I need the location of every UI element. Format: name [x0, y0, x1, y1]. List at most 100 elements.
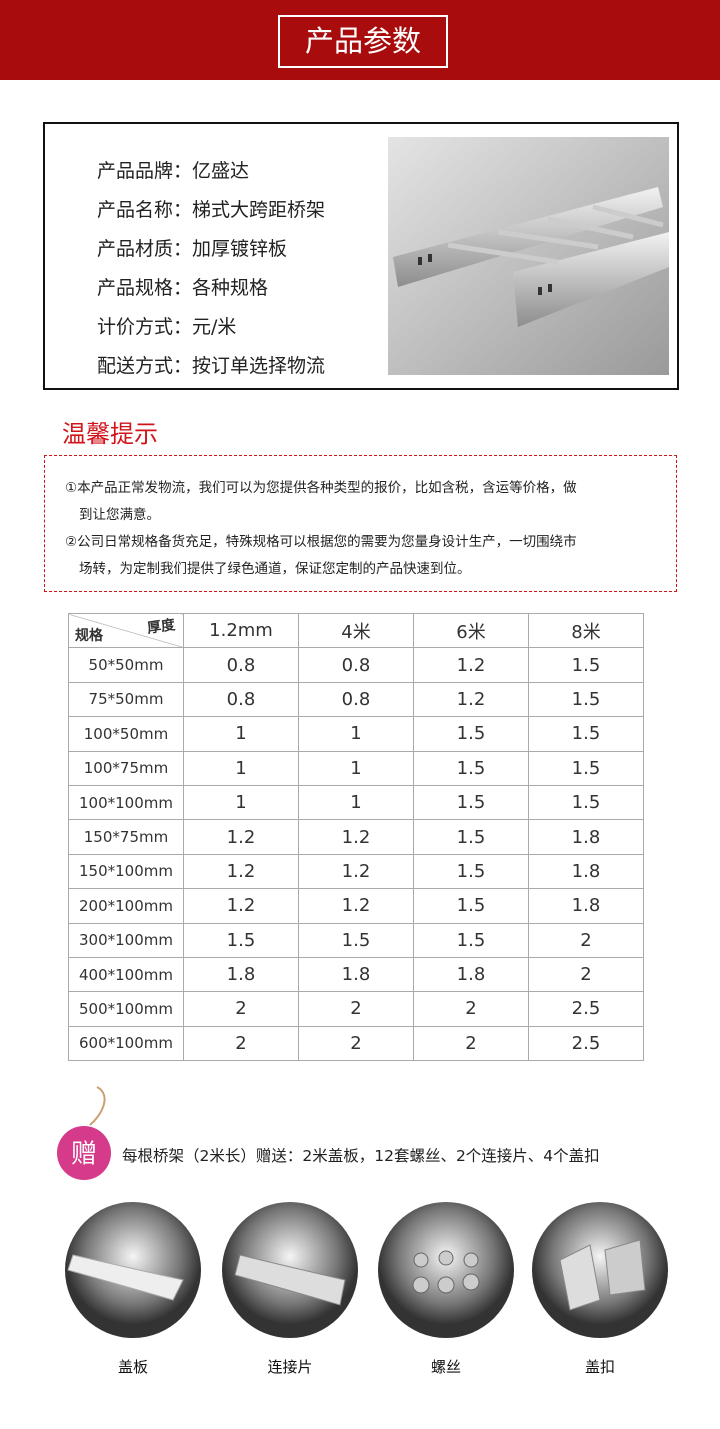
spec-cell: 100*50mm [68, 716, 184, 752]
header-row: 厚度 规格 1.2mm 4米 6米 8米 [68, 612, 644, 649]
cell: 0.8 [183, 681, 299, 718]
cell: 1.2 [298, 819, 414, 855]
info-row: 配送方式：按订单选择物流 [97, 351, 325, 378]
item-label: 盖板 [117, 1358, 148, 1376]
spec-cell: 150*75mm [68, 819, 184, 855]
badge-text: 赠 [71, 1140, 97, 1170]
item-label: 盖扣 [584, 1358, 615, 1376]
cell: 1.2 [298, 853, 414, 890]
cell: 1.2 [298, 888, 414, 924]
cell: 1.2 [183, 819, 299, 855]
info-label: 产品规格： [97, 277, 193, 299]
spec-cell: 100*100mm [68, 784, 184, 821]
tips-box: ①本产品正常发物流，我们可以为您提供各种类型的报价，比如含税，含运等价格，做 到让… [44, 455, 677, 592]
info-label: 产品品牌： [97, 160, 193, 182]
table-row: 50*50mm 0.8 0.8 1.2 1.5 [68, 647, 644, 683]
cell: 1.5 [413, 819, 529, 855]
spec-cell: 400*100mm [68, 956, 184, 993]
cell: 2.5 [528, 1025, 644, 1062]
item-label: 螺丝 [430, 1358, 461, 1376]
info-box: 产品品牌：亿盛达 产品名称：梯式大跨距桥架 产品材质：加厚镀锌板 产品规格：各种规格计… [43, 122, 679, 390]
spec-cell: 50*50mm [68, 647, 184, 683]
cell: 2 [413, 1025, 529, 1062]
cell: 1 [183, 750, 299, 786]
cell: 1.5 [528, 681, 644, 718]
product-image [388, 137, 669, 375]
cell: 2 [528, 922, 644, 958]
cell: 1.5 [528, 750, 644, 786]
spec-cell: 600*100mm [68, 1025, 184, 1062]
info-value: 加厚镀锌板 [192, 238, 288, 260]
cell: 1 [298, 750, 414, 786]
cell: 0.8 [298, 647, 414, 683]
cell: 1.5 [413, 750, 529, 786]
cell: 1 [298, 784, 414, 821]
cell: 1.5 [528, 716, 644, 752]
cell: 1.8 [183, 956, 299, 993]
info-value: 各种规格 [192, 277, 269, 299]
item-photo [65, 1202, 201, 1338]
info-row: 产品名称：梯式大跨距桥架 [97, 195, 325, 222]
column-header: 6米 [413, 612, 529, 649]
column-header: 8米 [528, 612, 644, 649]
info-label: 产品名称： [97, 199, 193, 221]
cell: 2 [298, 991, 414, 1027]
spec-cell: 75*50mm [68, 681, 184, 718]
cell: 1.5 [528, 647, 644, 683]
cell: 0.8 [298, 681, 414, 718]
table-row: 600*100mm 2 2 2 2.5 [68, 1025, 644, 1062]
cell: 1.2 [183, 853, 299, 890]
cell: 1.5 [413, 922, 529, 958]
header-title: 产品参数 [278, 15, 448, 68]
cell: 1 [183, 784, 299, 821]
cell: 1.8 [528, 819, 644, 855]
table-row: 100*100mm 1 1 1.5 1.5 [68, 784, 644, 821]
info-row: 产品材质：加厚镀锌板 [97, 234, 287, 261]
info-label: 配送方式： [97, 355, 193, 377]
table-row: 100*75mm 1 1 1.5 1.5 [68, 750, 644, 786]
tip-line: 到让您满意。 [79, 507, 160, 523]
spec-table: 厚度 规格 1.2mm 4米 6米 8米 50*50mm 0.8 0.8 1.2 1.5 75*50m… [68, 612, 644, 1062]
item-photo [222, 1202, 358, 1338]
table-row: 500*100mm 2 2 2 2.5 [68, 991, 644, 1027]
cell: 1.5 [413, 784, 529, 821]
cell: 2 [413, 991, 529, 1027]
cell: 1.8 [528, 853, 644, 890]
cell: 1.2 [413, 681, 529, 718]
spec-cell: 300*100mm [68, 922, 184, 958]
spec-cell: 150*100mm [68, 853, 184, 890]
tips-title: 温馨提示 [62, 420, 158, 448]
cell: 1.5 [528, 784, 644, 821]
table-row: 150*100mm 1.2 1.2 1.5 1.8 [68, 853, 644, 890]
spec-cell: 200*100mm [68, 888, 184, 924]
cell: 1 [298, 716, 414, 752]
item-photo [378, 1202, 514, 1338]
info-row: 计价方式：元/米 [97, 312, 236, 339]
info-label: 计价方式： [97, 316, 193, 338]
cell: 2 [528, 956, 644, 993]
cell: 1.5 [298, 922, 414, 958]
cell: 1.5 [413, 888, 529, 924]
tip-line: ②公司日常规格备货充足，特殊规格可以根据您的需要为您量身设计生产，一切围绕市 [65, 534, 577, 550]
cell: 2 [298, 1025, 414, 1062]
table-row: 75*50mm 0.8 0.8 1.2 1.5 [68, 681, 644, 718]
info-row: 产品品牌：亿盛达 [97, 156, 249, 183]
tip-line: 场转，为定制我们提供了绿色通道，保证您定制的产品快速到位。 [79, 561, 471, 577]
cell: 2.5 [528, 991, 644, 1027]
table-row: 400*100mm 1.8 1.8 1.8 2 [68, 956, 644, 993]
corner-bottom: 规格 [75, 628, 103, 645]
gift-badge: 赠 [57, 1086, 111, 1180]
table-row: 200*100mm 1.2 1.2 1.5 1.8 [68, 888, 644, 924]
cell: 1.5 [413, 716, 529, 752]
table-row: 100*50mm 1 1 1.5 1.5 [68, 716, 644, 752]
table-row: 300*100mm 1.5 1.5 1.5 2 [68, 922, 644, 958]
cell: 1.5 [183, 922, 299, 958]
info-row: 产品规格：各种规格 [97, 273, 268, 300]
spec-cell: 500*100mm [68, 991, 184, 1027]
cell: 1.2 [413, 647, 529, 683]
info-value: 梯式大跨距桥架 [192, 199, 326, 221]
column-header: 1.2mm [183, 612, 299, 649]
corner-cell: 厚度 规格 [68, 612, 184, 649]
spec-cell: 100*75mm [68, 750, 184, 786]
cell: 1.5 [413, 853, 529, 890]
